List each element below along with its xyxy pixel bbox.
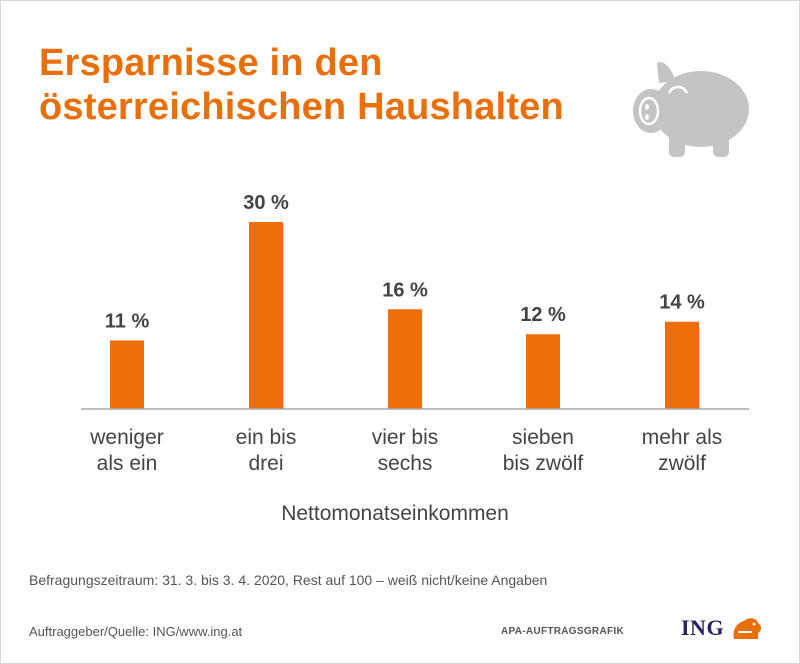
value-label-3: 16 % bbox=[382, 279, 428, 301]
bar-chart: 11 % weniger als ein 30 % ein bis drei 16 % vie… bbox=[81, 192, 749, 525]
bar-4 bbox=[526, 334, 560, 409]
value-label-5: 14 % bbox=[659, 292, 705, 314]
ing-logo-text: ING bbox=[681, 615, 725, 640]
category-label-2-line-1: ein bis bbox=[236, 426, 297, 449]
ing-logo: ING bbox=[681, 613, 764, 643]
chart-title-line-1: Ersparnisse in den bbox=[39, 42, 383, 84]
apa-credit: APA-AUFTRAGSGRAFIK bbox=[501, 626, 624, 637]
bar-5 bbox=[665, 321, 699, 409]
category-label-3-line-1: vier bis bbox=[372, 426, 439, 449]
category-label-5-line-2: zwölf bbox=[658, 452, 706, 475]
survey-note: Befragungszeitraum: 31. 3. bis 3. 4. 202… bbox=[29, 572, 548, 588]
source-note: Auftraggeber/Quelle: ING/www.ing.at bbox=[29, 624, 243, 639]
chart-title-line-2: österreichischen Haushalten bbox=[39, 86, 564, 128]
x-axis-title: Nettomonatseinkommen bbox=[281, 502, 509, 525]
chart-title: Ersparnisse in den österreichischen Haus… bbox=[39, 41, 564, 129]
value-label-4: 12 % bbox=[520, 304, 566, 326]
bar-1 bbox=[110, 340, 144, 409]
value-label-1: 11 % bbox=[105, 310, 150, 332]
category-label-4-line-2: bis zwölf bbox=[503, 452, 584, 475]
bar-3 bbox=[388, 309, 422, 409]
category-label-2-line-2: drei bbox=[248, 452, 283, 475]
ing-lion-icon bbox=[733, 618, 762, 639]
bar-2 bbox=[249, 222, 283, 409]
category-label-1-line-2: als ein bbox=[97, 452, 158, 475]
category-label-4-line-1: sieben bbox=[512, 426, 574, 449]
category-label-5-line-1: mehr als bbox=[642, 426, 723, 449]
category-label-1-line-1: weniger bbox=[89, 426, 164, 449]
piggy-bank-icon bbox=[633, 62, 749, 157]
value-label-2: 30 % bbox=[243, 192, 289, 214]
category-label-3-line-2: sechs bbox=[378, 452, 433, 475]
